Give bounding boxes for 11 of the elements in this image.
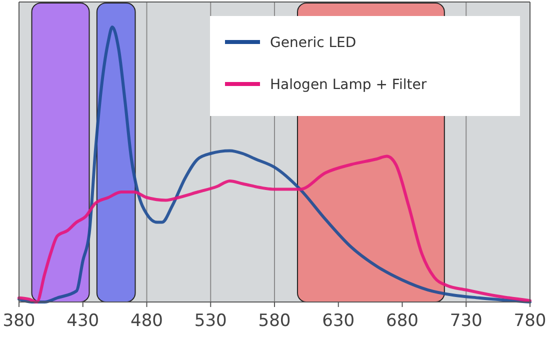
x-tick-label: 730 [450, 311, 482, 331]
x-tick-label: 480 [130, 311, 163, 331]
x-tick-label: 580 [258, 311, 291, 331]
x-tick-label: 430 [66, 311, 100, 331]
x-tick-label: 380 [2, 311, 36, 331]
x-tick-label: 530 [194, 311, 227, 331]
legend-label: Generic LED [270, 35, 356, 51]
x-tick-label: 780 [514, 311, 546, 331]
legend-label: Halogen Lamp + Filter [270, 77, 427, 93]
x-tick-label: 630 [322, 311, 355, 331]
x-tick-label: 680 [386, 311, 418, 331]
